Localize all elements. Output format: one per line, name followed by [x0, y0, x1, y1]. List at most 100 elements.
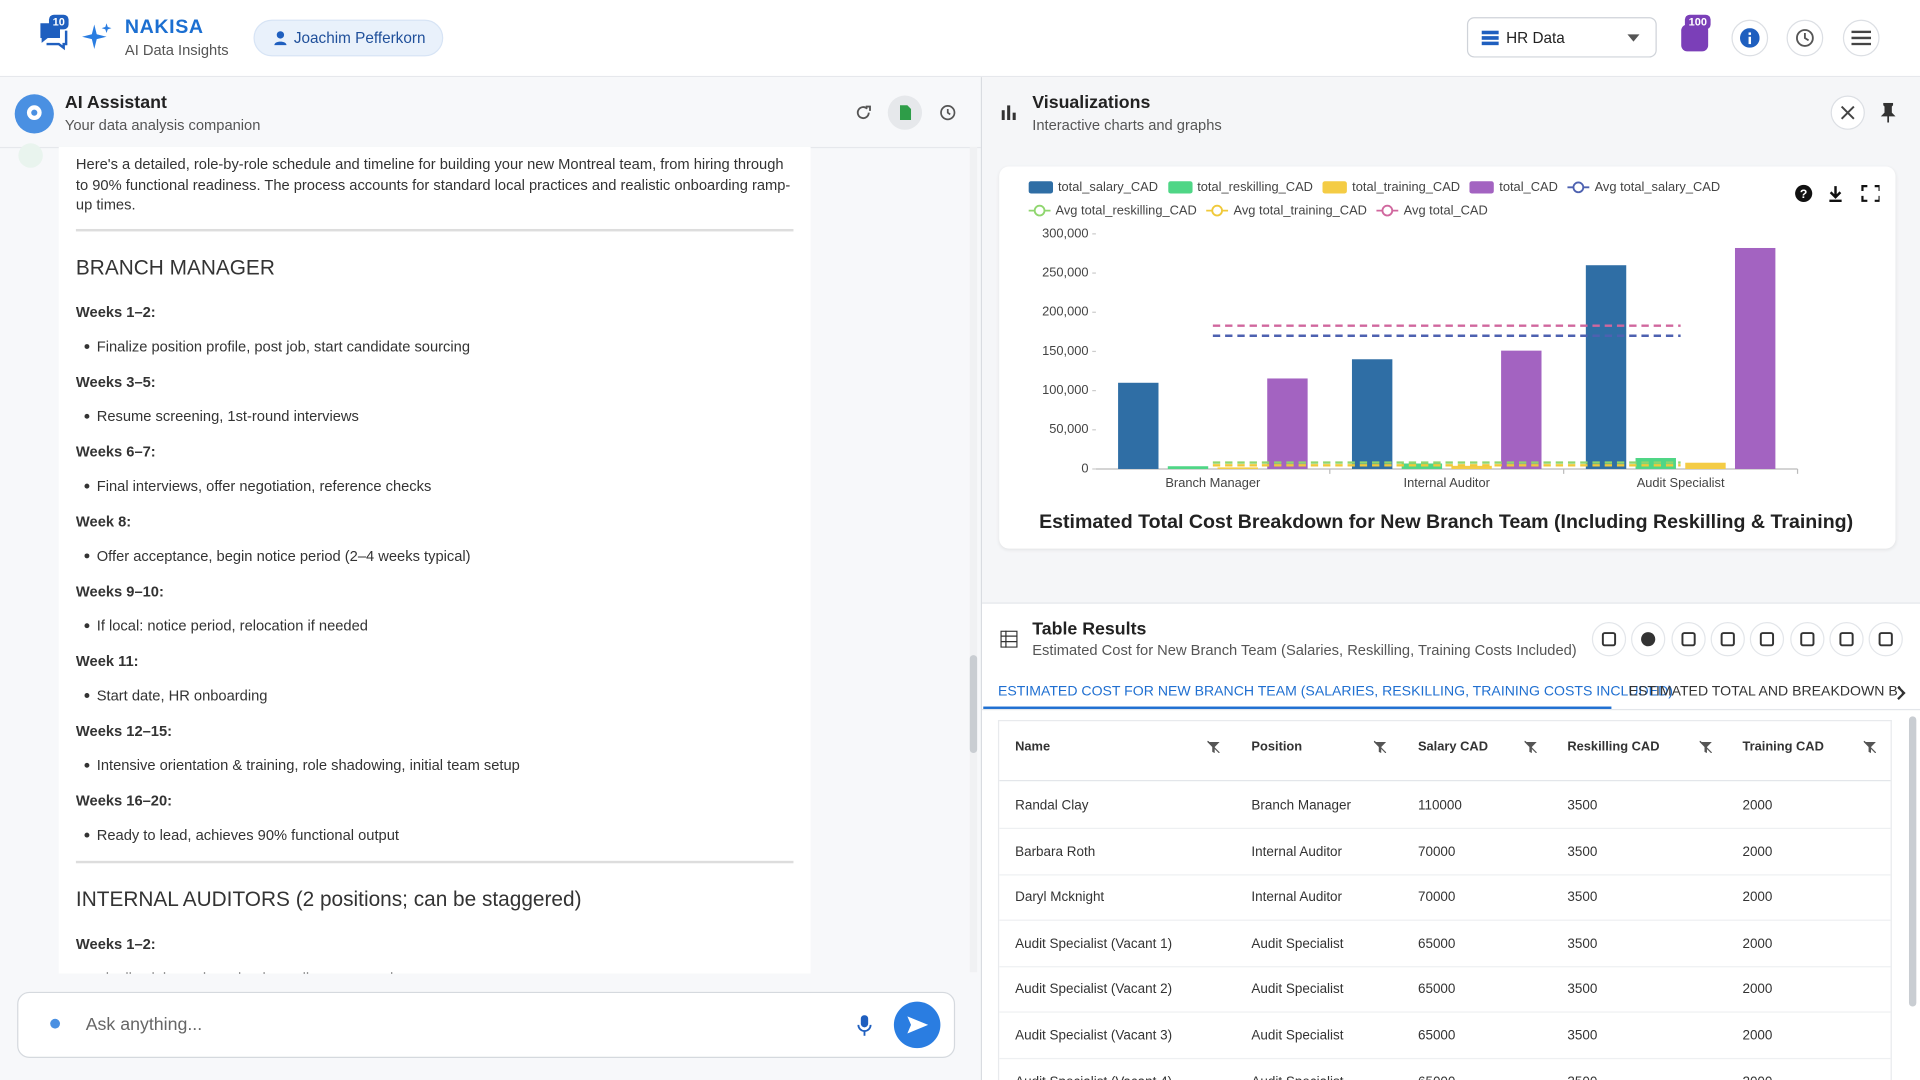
filter-slash: [1863, 740, 1876, 754]
legend-item[interactable]: Avg total_CAD: [1376, 202, 1488, 219]
legend-swatch-bar: [1322, 181, 1348, 194]
close-icon: [1601, 632, 1617, 647]
tab-scroll-arrow[interactable]: [1896, 686, 1908, 701]
sparkle-icon: [82, 23, 112, 49]
legend-item[interactable]: total_CAD: [1469, 179, 1558, 196]
pin-icon[interactable]: [1880, 102, 1897, 123]
download-button[interactable]: [1750, 622, 1785, 657]
assistant-avatar: [14, 94, 54, 134]
legend-swatch: [1567, 181, 1590, 194]
table-cell: 70000: [1417, 890, 1456, 906]
tab-active[interactable]: ESTIMATED COST FOR NEW BRANCH TEAM (SALA…: [997, 684, 1673, 700]
section-heading: INTERNAL AUDITORS (2 positions; can be s…: [75, 887, 582, 911]
tab[interactable]: ESTIMATED TOTAL AND BREAKDOWN BY ROLE: [1628, 684, 1903, 700]
legend-item[interactable]: total_training_CAD: [1322, 179, 1460, 196]
y-tick-label: 300,000: [1042, 225, 1088, 240]
step-period: Weeks 1–2:: [75, 303, 156, 321]
step-item: If local: notice period, relocation if n…: [84, 616, 794, 636]
step-item: Ready to lead, achieves 90% functional o…: [84, 825, 794, 845]
y-tick-label: 100,000: [1042, 382, 1088, 397]
tab-indicator: [983, 706, 1612, 709]
column-header: Salary CAD: [1417, 739, 1489, 755]
column-filter[interactable]: [1207, 740, 1220, 754]
insight-glyph: [1799, 632, 1814, 647]
legend-swatch: [1322, 181, 1348, 194]
table-cell: 65000: [1417, 936, 1456, 952]
close-button[interactable]: [1591, 622, 1627, 657]
bar: [1585, 265, 1627, 469]
refresh-icon[interactable]: [855, 104, 872, 121]
message-body: Here's a detailed, role-by-role schedule…: [59, 154, 811, 973]
user-icon: [274, 31, 287, 46]
export-button[interactable]: [887, 95, 923, 130]
table-cell: Audit Specialist: [1251, 982, 1344, 998]
legend-item[interactable]: Avg total_training_CAD: [1206, 202, 1367, 219]
step-item: Start date, HR onboarding: [84, 686, 794, 706]
ai-marker: [18, 143, 43, 168]
bar: [1217, 467, 1258, 469]
step-item: Resume screening, 1st-round interviews: [84, 407, 794, 427]
fullscreen-icon: [1878, 632, 1893, 647]
table-cell: 2000: [1742, 982, 1773, 998]
send-button[interactable]: [893, 1001, 941, 1049]
y-tick-label: 150,000: [1042, 343, 1088, 358]
row-divider: [999, 1011, 1891, 1014]
legend-swatch-dot: [1572, 181, 1585, 194]
step-item: Final interviews, offer negotiation, ref…: [84, 476, 794, 496]
table-cell: 3500: [1567, 844, 1598, 860]
table-cell: 3500: [1567, 1028, 1598, 1044]
legend-swatch: [1028, 204, 1051, 217]
close-icon: [1840, 105, 1855, 120]
column-filter[interactable]: [1863, 740, 1876, 754]
legend-item[interactable]: total_salary_CAD: [1028, 179, 1158, 196]
history-icon: [1796, 29, 1814, 47]
table-cell: Audit Specialist: [1251, 1028, 1344, 1044]
legend-swatch: [1376, 204, 1399, 217]
row-divider: [999, 827, 1891, 829]
table-cell: Randal Clay: [1015, 798, 1089, 814]
assistant-title: AI Assistant: [64, 93, 167, 113]
input-icon: [50, 1018, 60, 1029]
legend-item[interactable]: Avg total_reskilling_CAD: [1028, 202, 1197, 219]
grid-icon: [1839, 632, 1854, 647]
step-item: Finalize position profile, post job, sta…: [84, 337, 794, 357]
insight-button[interactable]: [1789, 622, 1824, 657]
y-tick-label: 0: [1081, 460, 1088, 475]
step-period: Weeks 12–15:: [75, 721, 173, 739]
assistant-subtitle: Your data analysis companion: [64, 116, 261, 134]
legend-swatch: [1469, 181, 1495, 194]
mic-icon[interactable]: [857, 1015, 872, 1036]
legend-item[interactable]: total_reskilling_CAD: [1167, 179, 1313, 196]
filter-slash: [1373, 740, 1387, 754]
info-button[interactable]: [1731, 19, 1769, 57]
column-filter[interactable]: [1699, 740, 1712, 754]
chat-input[interactable]: [17, 991, 956, 1058]
grid-button[interactable]: [1829, 622, 1864, 657]
x-tick-label: Internal Auditor: [1404, 475, 1491, 490]
help-button[interactable]: [1631, 622, 1666, 657]
pin-button[interactable]: [1670, 622, 1706, 657]
menu-button[interactable]: [1842, 19, 1880, 57]
bar: [1351, 359, 1393, 469]
column-filter[interactable]: [1524, 740, 1537, 754]
scrollbar-thumb[interactable]: [969, 655, 978, 754]
fullscreen-button[interactable]: [1868, 622, 1903, 657]
legend-label: Avg total_CAD: [1403, 203, 1488, 218]
table-cell: 65000: [1418, 1073, 1455, 1080]
copy-button[interactable]: [1710, 622, 1745, 657]
history-small-icon[interactable]: [939, 104, 956, 121]
table-scrollbar[interactable]: [1908, 716, 1917, 1007]
table-cell: 2000: [1742, 1073, 1772, 1080]
table-cell: 2000: [1742, 1028, 1773, 1044]
history-button[interactable]: [1786, 19, 1824, 57]
table-cell: Audit Specialist: [1251, 1073, 1343, 1080]
dataset-select[interactable]: HR Data: [1466, 17, 1657, 58]
user-pill[interactable]: Joachim Pefferkorn: [253, 19, 444, 57]
table-icon: [1000, 630, 1018, 648]
data-table: Name Position Salary CAD Reskilling CAD Trai…: [997, 720, 1892, 1080]
legend-item[interactable]: Avg total_salary_CAD: [1567, 179, 1720, 196]
close-button[interactable]: [1830, 95, 1865, 130]
info-icon: [1740, 28, 1760, 48]
column-filter[interactable]: [1373, 740, 1387, 754]
